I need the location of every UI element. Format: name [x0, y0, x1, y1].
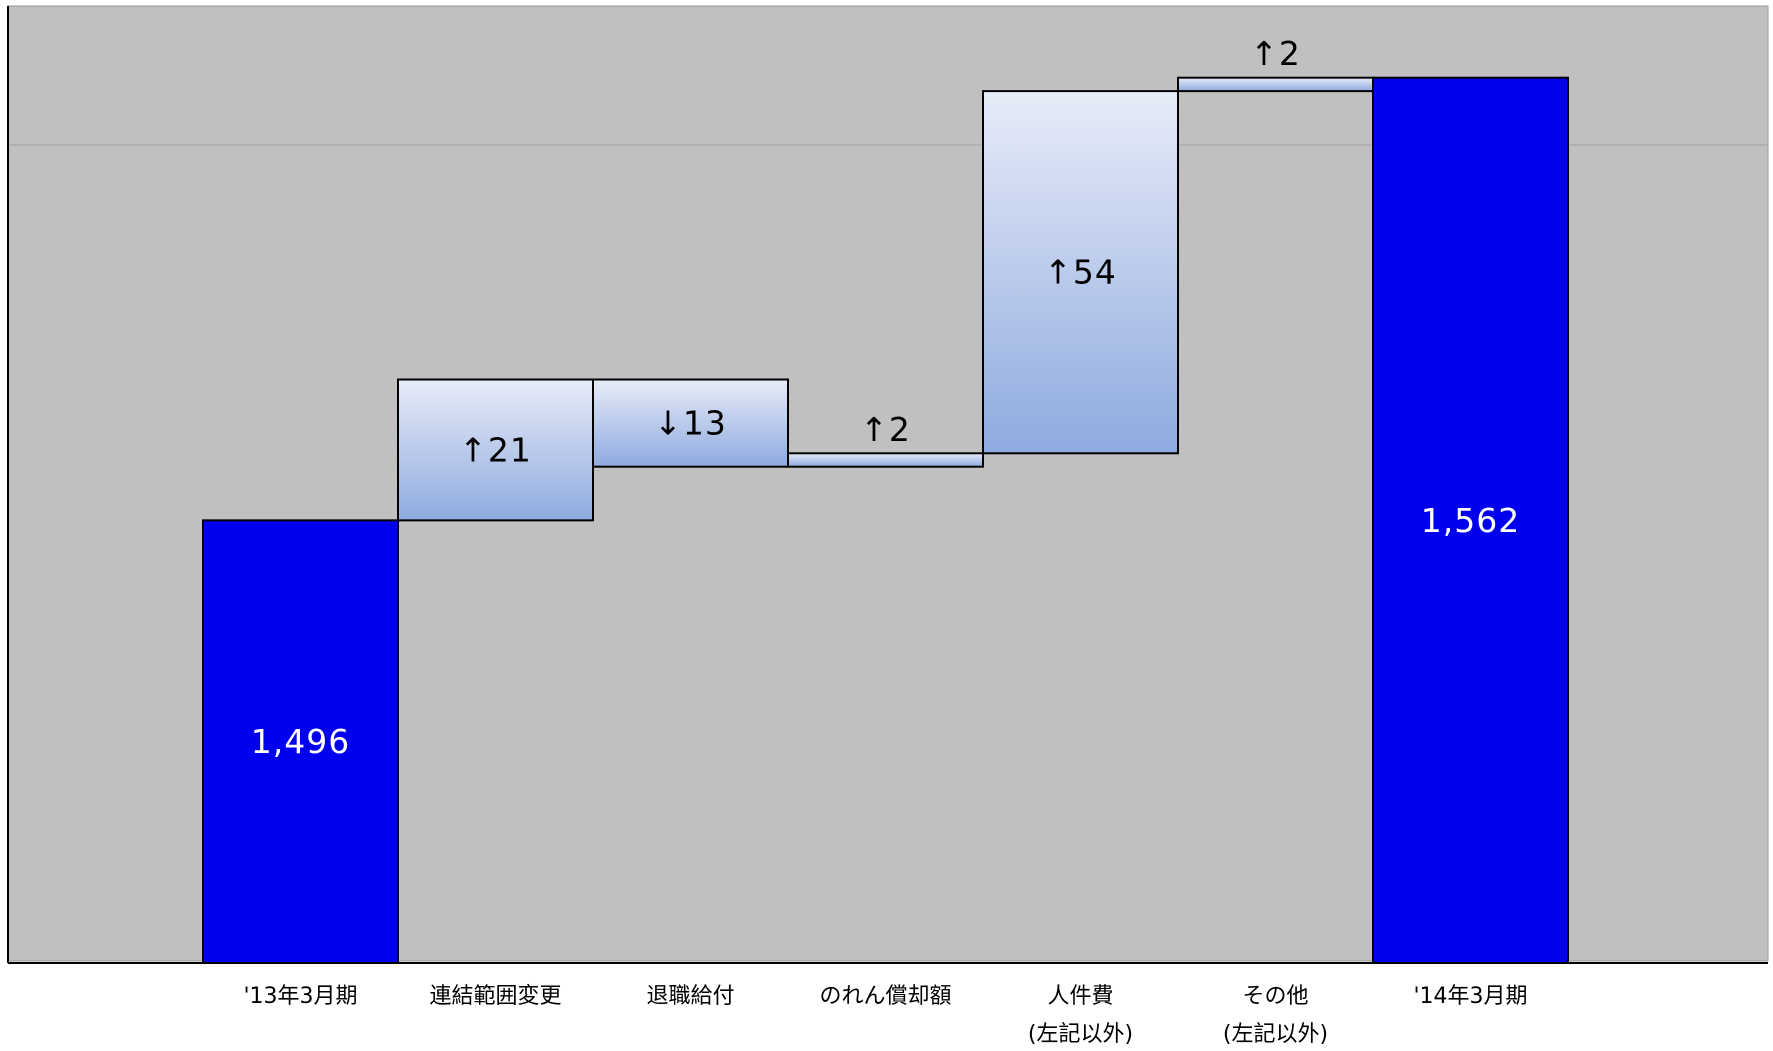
value-label: ↑54 [1044, 253, 1117, 292]
category-label: のれん償却額 [819, 984, 951, 1009]
delta-bar [592, 378, 789, 468]
value-label: ↑2 [860, 410, 911, 449]
value-labels: 1,496 ↑21 ↓13 ↑2 ↑54 ↑2 1,562 [251, 34, 1520, 761]
category-label: 退職給付 [646, 984, 734, 1009]
value-label: ↑21 [459, 430, 532, 469]
category-label: '14年3月期 [1413, 984, 1527, 1009]
category-label: (左記以外) [1028, 1022, 1133, 1047]
delta-bar [1177, 76, 1374, 93]
category-label: '13年3月期 [243, 984, 357, 1009]
delta-bar [982, 90, 1179, 455]
value-label: ↑2 [1250, 34, 1301, 73]
delta-bar [397, 378, 594, 522]
category-label: 連結範囲変更 [429, 984, 561, 1009]
category-label: その他 [1242, 984, 1308, 1009]
category-labels: '13年3月期 連結範囲変更 退職給付 のれん償却額 人件費 (左記以外) その他 (左記以外… [243, 984, 1527, 1047]
delta-bar [787, 452, 984, 468]
total-bar [202, 519, 399, 964]
bars-group [202, 76, 1569, 964]
value-label: 1,496 [251, 722, 350, 761]
category-label: (左記以外) [1223, 1022, 1328, 1047]
total-bar [1372, 76, 1569, 964]
category-label: 人件費 [1047, 984, 1113, 1009]
value-label: ↓13 [654, 404, 727, 443]
value-label: 1,562 [1421, 501, 1520, 540]
